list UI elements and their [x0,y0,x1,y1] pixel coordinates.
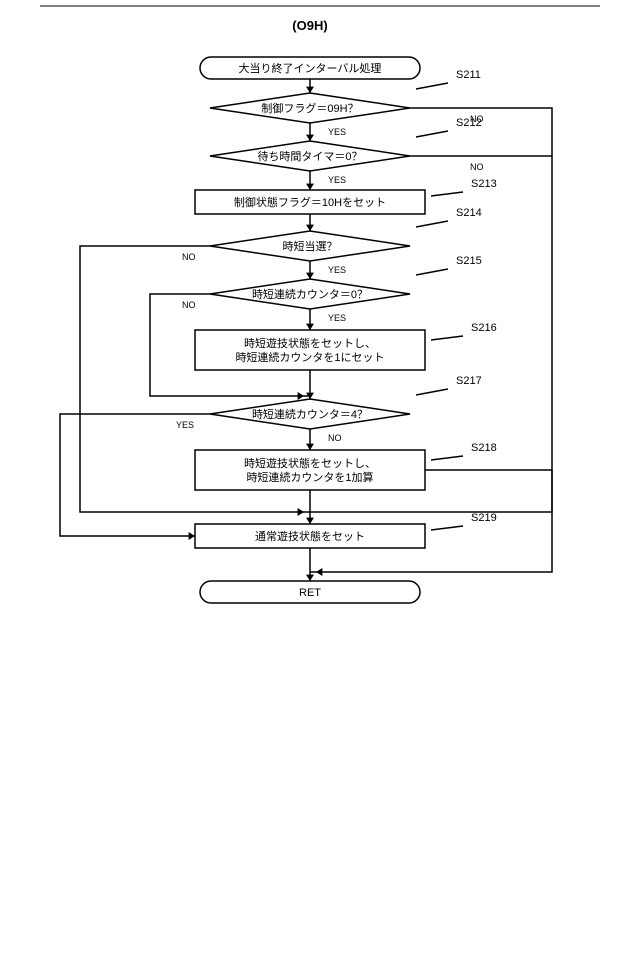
svg-text:時短当選？: 時短当選？ [283,239,338,253]
svg-text:S216: S216 [471,322,497,334]
svg-text:時短連続カウンタを1加算: 時短連続カウンタを1加算 [246,470,373,484]
svg-text:時短連続カウンタを1にセット: 時短連続カウンタを1にセット [235,350,384,364]
svg-text:(O9H): (O9H) [292,18,327,33]
svg-text:S219: S219 [471,512,497,524]
svg-text:時短遊技状態をセットし、: 時短遊技状態をセットし、 [244,336,376,350]
svg-text:S214: S214 [456,207,482,219]
svg-text:NO: NO [182,252,196,262]
svg-text:S212: S212 [456,117,482,129]
svg-text:S217: S217 [456,375,482,387]
svg-text:S215: S215 [456,255,482,267]
svg-text:時短遊技状態をセットし、: 時短遊技状態をセットし、 [244,456,376,470]
svg-text:YES: YES [176,420,194,430]
svg-text:制御フラグ＝09H？: 制御フラグ＝09H？ [261,101,358,115]
svg-text:S218: S218 [471,442,497,454]
svg-text:NO: NO [470,162,484,172]
svg-text:S213: S213 [471,178,497,190]
svg-text:YES: YES [328,313,346,323]
svg-text:YES: YES [328,127,346,137]
svg-text:NO: NO [328,433,342,443]
svg-text:YES: YES [328,175,346,185]
svg-text:待ち時間タイマ＝0？: 待ち時間タイマ＝0？ [257,149,362,163]
svg-text:NO: NO [182,300,196,310]
svg-text:時短連続カウンタ＝0？: 時短連続カウンタ＝0？ [252,287,368,301]
svg-text:時短連続カウンタ＝4？: 時短連続カウンタ＝4？ [252,407,368,421]
svg-text:RET: RET [299,587,321,599]
svg-text:制御状態フラグ＝10Hをセット: 制御状態フラグ＝10Hをセット [234,195,386,209]
svg-text:YES: YES [328,265,346,275]
svg-text:大当り終了インターバル処理: 大当り終了インターバル処理 [239,61,382,75]
svg-text:S211: S211 [456,69,481,81]
svg-text:通常遊技状態をセット: 通常遊技状態をセット [255,529,365,543]
